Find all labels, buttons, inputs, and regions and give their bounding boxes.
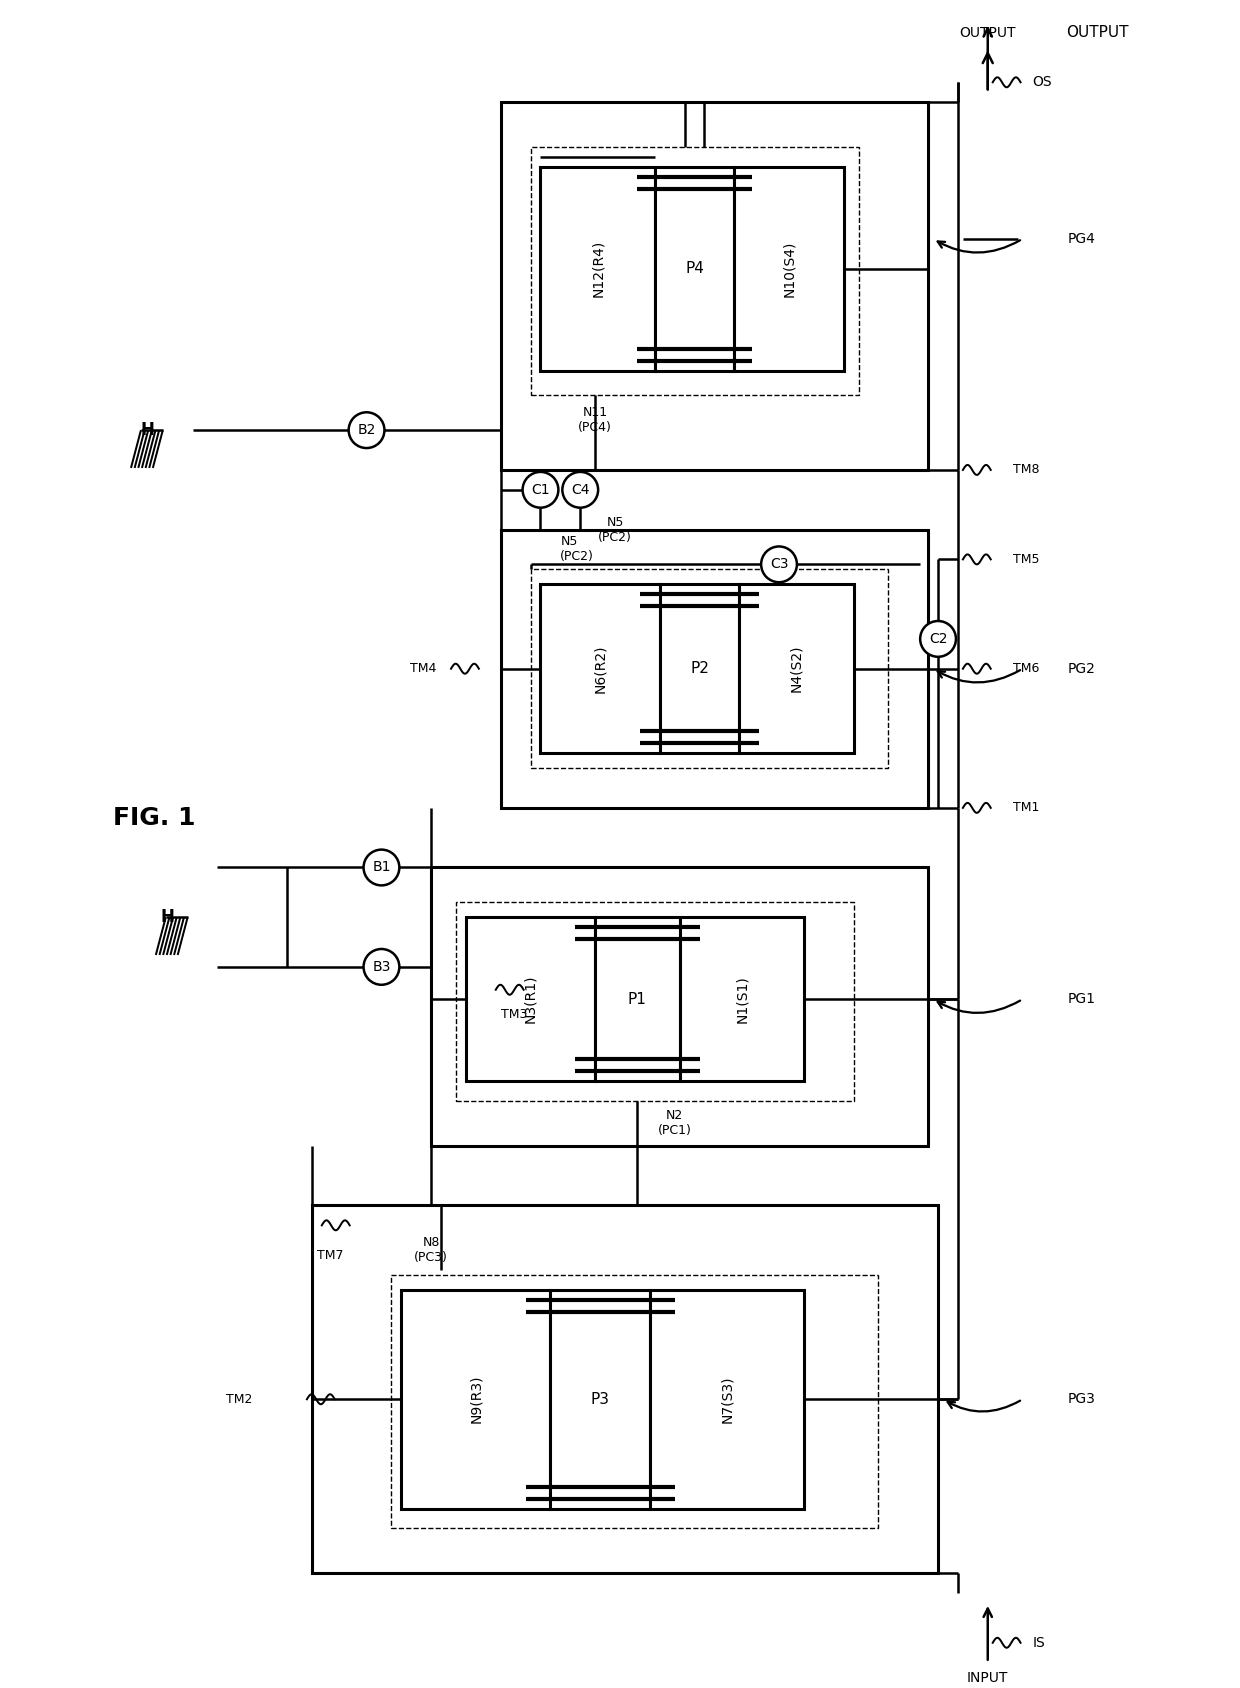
Bar <box>456 903 853 1101</box>
Bar <box>432 868 928 1146</box>
Bar <box>392 1274 878 1528</box>
Text: B3: B3 <box>372 960 391 974</box>
Text: P3: P3 <box>590 1391 610 1406</box>
Text: B2: B2 <box>357 424 376 437</box>
Text: TM2: TM2 <box>226 1393 252 1406</box>
Text: OUTPUT: OUTPUT <box>960 25 1016 39</box>
Text: N8
(PC3): N8 (PC3) <box>414 1236 448 1264</box>
Text: H: H <box>161 908 175 927</box>
Circle shape <box>920 621 956 657</box>
Text: N5
(PC2): N5 (PC2) <box>598 515 632 544</box>
Bar <box>655 167 734 371</box>
Text: C2: C2 <box>929 631 947 647</box>
Text: N9(R3): N9(R3) <box>469 1376 482 1423</box>
Circle shape <box>363 949 399 984</box>
Bar <box>541 584 660 753</box>
Text: PG1: PG1 <box>1068 993 1095 1006</box>
Bar <box>541 167 655 371</box>
Text: P1: P1 <box>627 991 647 1006</box>
Bar <box>734 167 843 371</box>
Text: TM6: TM6 <box>1013 662 1039 675</box>
Text: C1: C1 <box>531 483 549 496</box>
Text: TM3: TM3 <box>501 1008 527 1021</box>
Text: N2
(PC1): N2 (PC1) <box>657 1109 692 1138</box>
Text: N5
(PC2): N5 (PC2) <box>560 535 594 564</box>
Text: N10(S4): N10(S4) <box>782 240 796 297</box>
Text: TM7: TM7 <box>317 1249 343 1261</box>
Bar <box>739 584 853 753</box>
Circle shape <box>563 473 598 508</box>
Bar <box>531 147 858 395</box>
Bar <box>551 1290 650 1509</box>
Bar <box>501 103 928 469</box>
Text: FIG. 1: FIG. 1 <box>113 805 196 830</box>
Text: N6(R2): N6(R2) <box>593 645 608 694</box>
Text: TM5: TM5 <box>1013 554 1039 565</box>
Text: H: H <box>141 422 155 439</box>
Bar <box>312 1205 937 1573</box>
Bar <box>650 1290 804 1509</box>
Circle shape <box>761 547 797 582</box>
Text: N12(R4): N12(R4) <box>590 240 605 297</box>
Text: PG2: PG2 <box>1068 662 1095 675</box>
Text: INPUT: INPUT <box>967 1671 1008 1685</box>
Text: P2: P2 <box>691 662 709 677</box>
Bar <box>501 530 928 809</box>
Text: OS: OS <box>1033 76 1052 89</box>
Text: N7(S3): N7(S3) <box>720 1376 734 1423</box>
Text: N1(S1): N1(S1) <box>735 976 749 1023</box>
Text: OUTPUT: OUTPUT <box>1066 25 1128 41</box>
Text: PG3: PG3 <box>1068 1393 1095 1406</box>
Text: N11
(PC4): N11 (PC4) <box>578 407 613 434</box>
Text: IS: IS <box>1033 1636 1045 1649</box>
Text: PG4: PG4 <box>1068 231 1095 246</box>
Text: TM8: TM8 <box>1013 464 1039 476</box>
Text: TM1: TM1 <box>1013 802 1039 814</box>
Text: N3(R1): N3(R1) <box>523 976 538 1023</box>
Circle shape <box>348 412 384 447</box>
Text: TM4: TM4 <box>409 662 436 675</box>
Bar <box>402 1290 551 1509</box>
Bar <box>466 917 595 1082</box>
Text: N4(S2): N4(S2) <box>790 645 804 692</box>
Bar <box>660 584 739 753</box>
Text: C4: C4 <box>570 483 589 496</box>
Circle shape <box>363 849 399 886</box>
Bar <box>531 569 888 768</box>
Bar <box>595 917 680 1082</box>
Text: C3: C3 <box>770 557 789 571</box>
Bar <box>680 917 804 1082</box>
Text: P4: P4 <box>686 262 704 277</box>
Text: B1: B1 <box>372 861 391 874</box>
Circle shape <box>522 473 558 508</box>
